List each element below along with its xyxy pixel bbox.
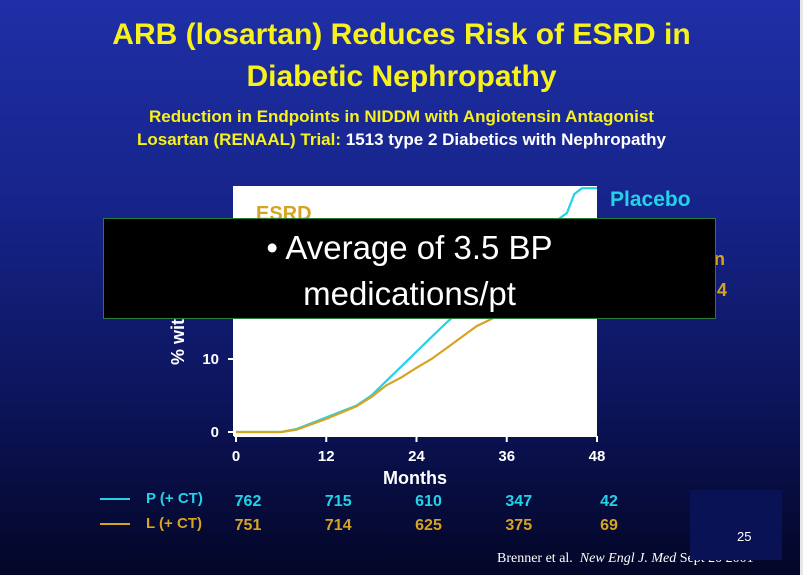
risk-table-cell: 762 bbox=[235, 493, 262, 510]
risk-table-cell: 375 bbox=[505, 517, 532, 534]
callout-line2: medications/pt bbox=[303, 275, 516, 312]
x-tick-label: 0 bbox=[232, 448, 240, 465]
x-tick-label: 24 bbox=[408, 448, 425, 465]
citation-journal: New Engl J. Med bbox=[579, 551, 677, 566]
risk-table-cell: 42 bbox=[600, 493, 618, 510]
table-row-label-losartan: L (+ CT) bbox=[146, 515, 202, 532]
risk-table-cell: 714 bbox=[325, 517, 352, 534]
risk-table-cell: 347 bbox=[505, 493, 532, 510]
slide-title: ARB (losartan) Reduces Risk of ESRD in D… bbox=[0, 14, 803, 98]
slide-title-line2: Diabetic Nephropathy bbox=[246, 60, 557, 93]
table-row-label-placebo: P (+ CT) bbox=[146, 490, 203, 507]
page-number-box bbox=[690, 490, 782, 560]
citation-authors: Brenner et al. bbox=[497, 551, 573, 566]
subtitle-line1: Reduction in Endpoints in NIDDM with Ang… bbox=[149, 107, 654, 126]
risk-table-cell: 715 bbox=[325, 493, 352, 510]
x-tick-label: 12 bbox=[318, 448, 335, 465]
risk-table-cell: 69 bbox=[600, 517, 618, 534]
risk-table-cell: 751 bbox=[235, 517, 262, 534]
losartan-annotation-partial-2: 4 bbox=[717, 280, 727, 300]
subtitle-population: 1513 type 2 Diabetics with Nephropathy bbox=[345, 130, 666, 149]
y-axis-label: % wit bbox=[168, 319, 188, 365]
x-tick-label: 48 bbox=[589, 448, 606, 465]
losartan-annotation-partial: n bbox=[714, 249, 725, 269]
subtitle-line2: Losartan (RENAAL) Trial: 1513 type 2 Dia… bbox=[0, 128, 803, 151]
y-tick-label: 10 bbox=[202, 351, 219, 368]
subtitle-trial-name: Losartan (RENAAL) Trial: bbox=[136, 130, 346, 149]
risk-table-cell: 610 bbox=[415, 493, 442, 510]
y-tick-label: 0 bbox=[211, 424, 219, 441]
risk-table-cell: 625 bbox=[415, 517, 442, 534]
callout-line1: • Average of 3.5 BP bbox=[266, 229, 553, 266]
callout-box: • Average of 3.5 BP medications/pt bbox=[103, 218, 716, 319]
right-edge bbox=[800, 0, 803, 575]
legend-placebo: Placebo bbox=[610, 188, 691, 211]
page-number: 25 bbox=[737, 529, 752, 544]
x-axis-label: Months bbox=[383, 468, 447, 488]
slide-subtitle: Reduction in Endpoints in NIDDM with Ang… bbox=[0, 105, 803, 151]
slide-title-line1: ARB (losartan) Reduces Risk of ESRD in bbox=[112, 18, 691, 51]
x-tick-label: 36 bbox=[498, 448, 515, 465]
